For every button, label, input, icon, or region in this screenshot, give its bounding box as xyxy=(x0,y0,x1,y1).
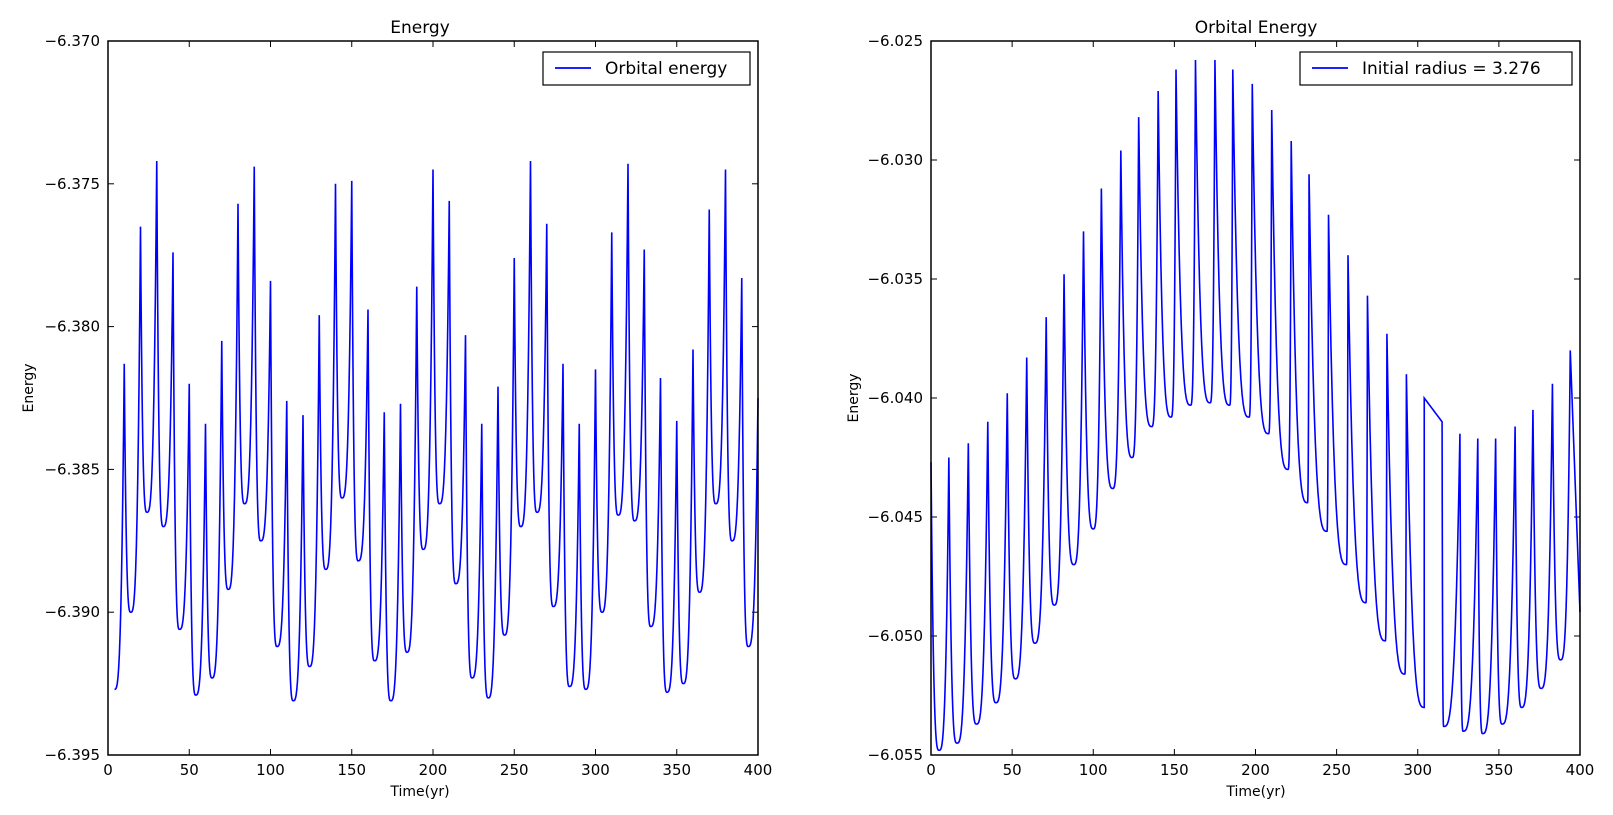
y-tick-label: −6.370 xyxy=(44,32,100,50)
orbital-energy-chart-panel: Orbital Energy Energy Time(yr) 0 50 100 150… xyxy=(846,18,1594,800)
y-tick-label: −6.045 xyxy=(867,508,923,526)
x-tick-label: 50 xyxy=(1003,761,1022,779)
x-tick-label: 350 xyxy=(662,761,691,779)
x-tick-label: 150 xyxy=(1160,761,1189,779)
x-tick-label: 300 xyxy=(581,761,610,779)
y-axis-label: Energy xyxy=(846,373,862,422)
x-tick-label: 200 xyxy=(419,761,448,779)
y-tick-label: −6.025 xyxy=(867,32,923,50)
chart-title: Energy xyxy=(390,18,450,38)
y-tick-label: −6.375 xyxy=(44,175,100,193)
x-tick-label: 400 xyxy=(744,761,773,779)
y-axis-label: Energy xyxy=(21,363,37,412)
y-tick-label: −6.395 xyxy=(44,746,100,764)
x-tick-label: 200 xyxy=(1241,761,1270,779)
plot-frame xyxy=(107,40,759,756)
initial-radius-line xyxy=(930,60,1581,752)
legend-label: Initial radius = 3.276 xyxy=(1362,59,1541,79)
x-tick-label: 100 xyxy=(256,761,285,779)
legend: Orbital energy xyxy=(542,51,751,86)
chart-title: Orbital Energy xyxy=(1195,18,1318,38)
x-tick-label: 350 xyxy=(1485,761,1514,779)
x-tick-label: 250 xyxy=(500,761,529,779)
x-axis-label: Time(yr) xyxy=(1225,784,1285,800)
orbital-energy-line xyxy=(114,160,759,702)
y-tick-label: −6.055 xyxy=(867,746,923,764)
x-tick-label: 100 xyxy=(1079,761,1108,779)
y-tick-label: −6.040 xyxy=(867,389,923,407)
y-tick-label: −6.385 xyxy=(44,460,100,478)
plot-frame xyxy=(930,40,1581,756)
y-tick-label: −6.050 xyxy=(867,627,923,645)
x-tick-label: 0 xyxy=(926,761,936,779)
tick-group: 0 50 100 150 200 250 300 350 400 −6.395 −6.390 −6.3… xyxy=(44,32,772,779)
y-tick-label: −6.390 xyxy=(44,603,100,621)
x-tick-label: 250 xyxy=(1322,761,1351,779)
y-tick-label: −6.380 xyxy=(44,318,100,336)
x-tick-label: 400 xyxy=(1566,761,1595,779)
x-tick-label: 50 xyxy=(180,761,199,779)
y-tick-label: −6.030 xyxy=(867,151,923,169)
x-tick-label: 0 xyxy=(103,761,113,779)
x-tick-label: 300 xyxy=(1403,761,1432,779)
y-tick-label: −6.035 xyxy=(867,270,923,288)
energy-chart-panel: Energy Energy Time(yr) 0 50 100 150 200 250 30… xyxy=(21,18,772,800)
legend: Initial radius = 3.276 xyxy=(1299,51,1573,86)
tick-group: 0 50 100 150 200 250 300 350 400 −6.055 −6.050 −6.0… xyxy=(867,32,1594,779)
x-tick-label: 150 xyxy=(337,761,366,779)
x-axis-label: Time(yr) xyxy=(389,784,449,800)
legend-label: Orbital energy xyxy=(605,59,727,79)
